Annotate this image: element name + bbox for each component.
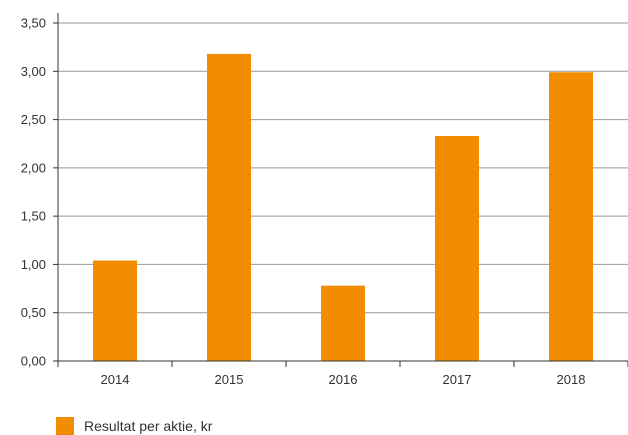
y-tick-label: 3,00 — [21, 64, 46, 79]
x-tick-label: 2016 — [329, 372, 358, 387]
x-tick-label: 2018 — [557, 372, 586, 387]
x-tick-label: 2015 — [215, 372, 244, 387]
gridlines — [58, 22, 628, 314]
x-tick-label: 2014 — [101, 372, 130, 387]
y-tick-label: 3,50 — [21, 16, 46, 31]
legend: Resultat per aktie, kr — [56, 417, 212, 435]
y-tick-label: 2,50 — [21, 112, 46, 127]
bar — [549, 72, 593, 361]
y-tick-label: 1,00 — [21, 257, 46, 272]
y-tick-label: 1,50 — [21, 209, 46, 224]
bar — [207, 53, 251, 361]
bars — [93, 53, 593, 361]
y-tick-label: 0,50 — [21, 305, 46, 320]
legend-swatch — [56, 417, 74, 435]
legend-label: Resultat per aktie, kr — [84, 418, 213, 434]
y-tick-label: 2,00 — [21, 160, 46, 175]
bar — [435, 135, 479, 361]
axes — [53, 13, 628, 367]
bar — [93, 260, 137, 361]
x-tick-label: 2017 — [443, 372, 472, 387]
tick-labels: 0,00 0,50 1,00 1,50 2,00 2,50 3,00 3,50 2014 2015… — [21, 16, 586, 388]
bar — [321, 285, 365, 361]
y-tick-label: 0,00 — [21, 354, 46, 369]
